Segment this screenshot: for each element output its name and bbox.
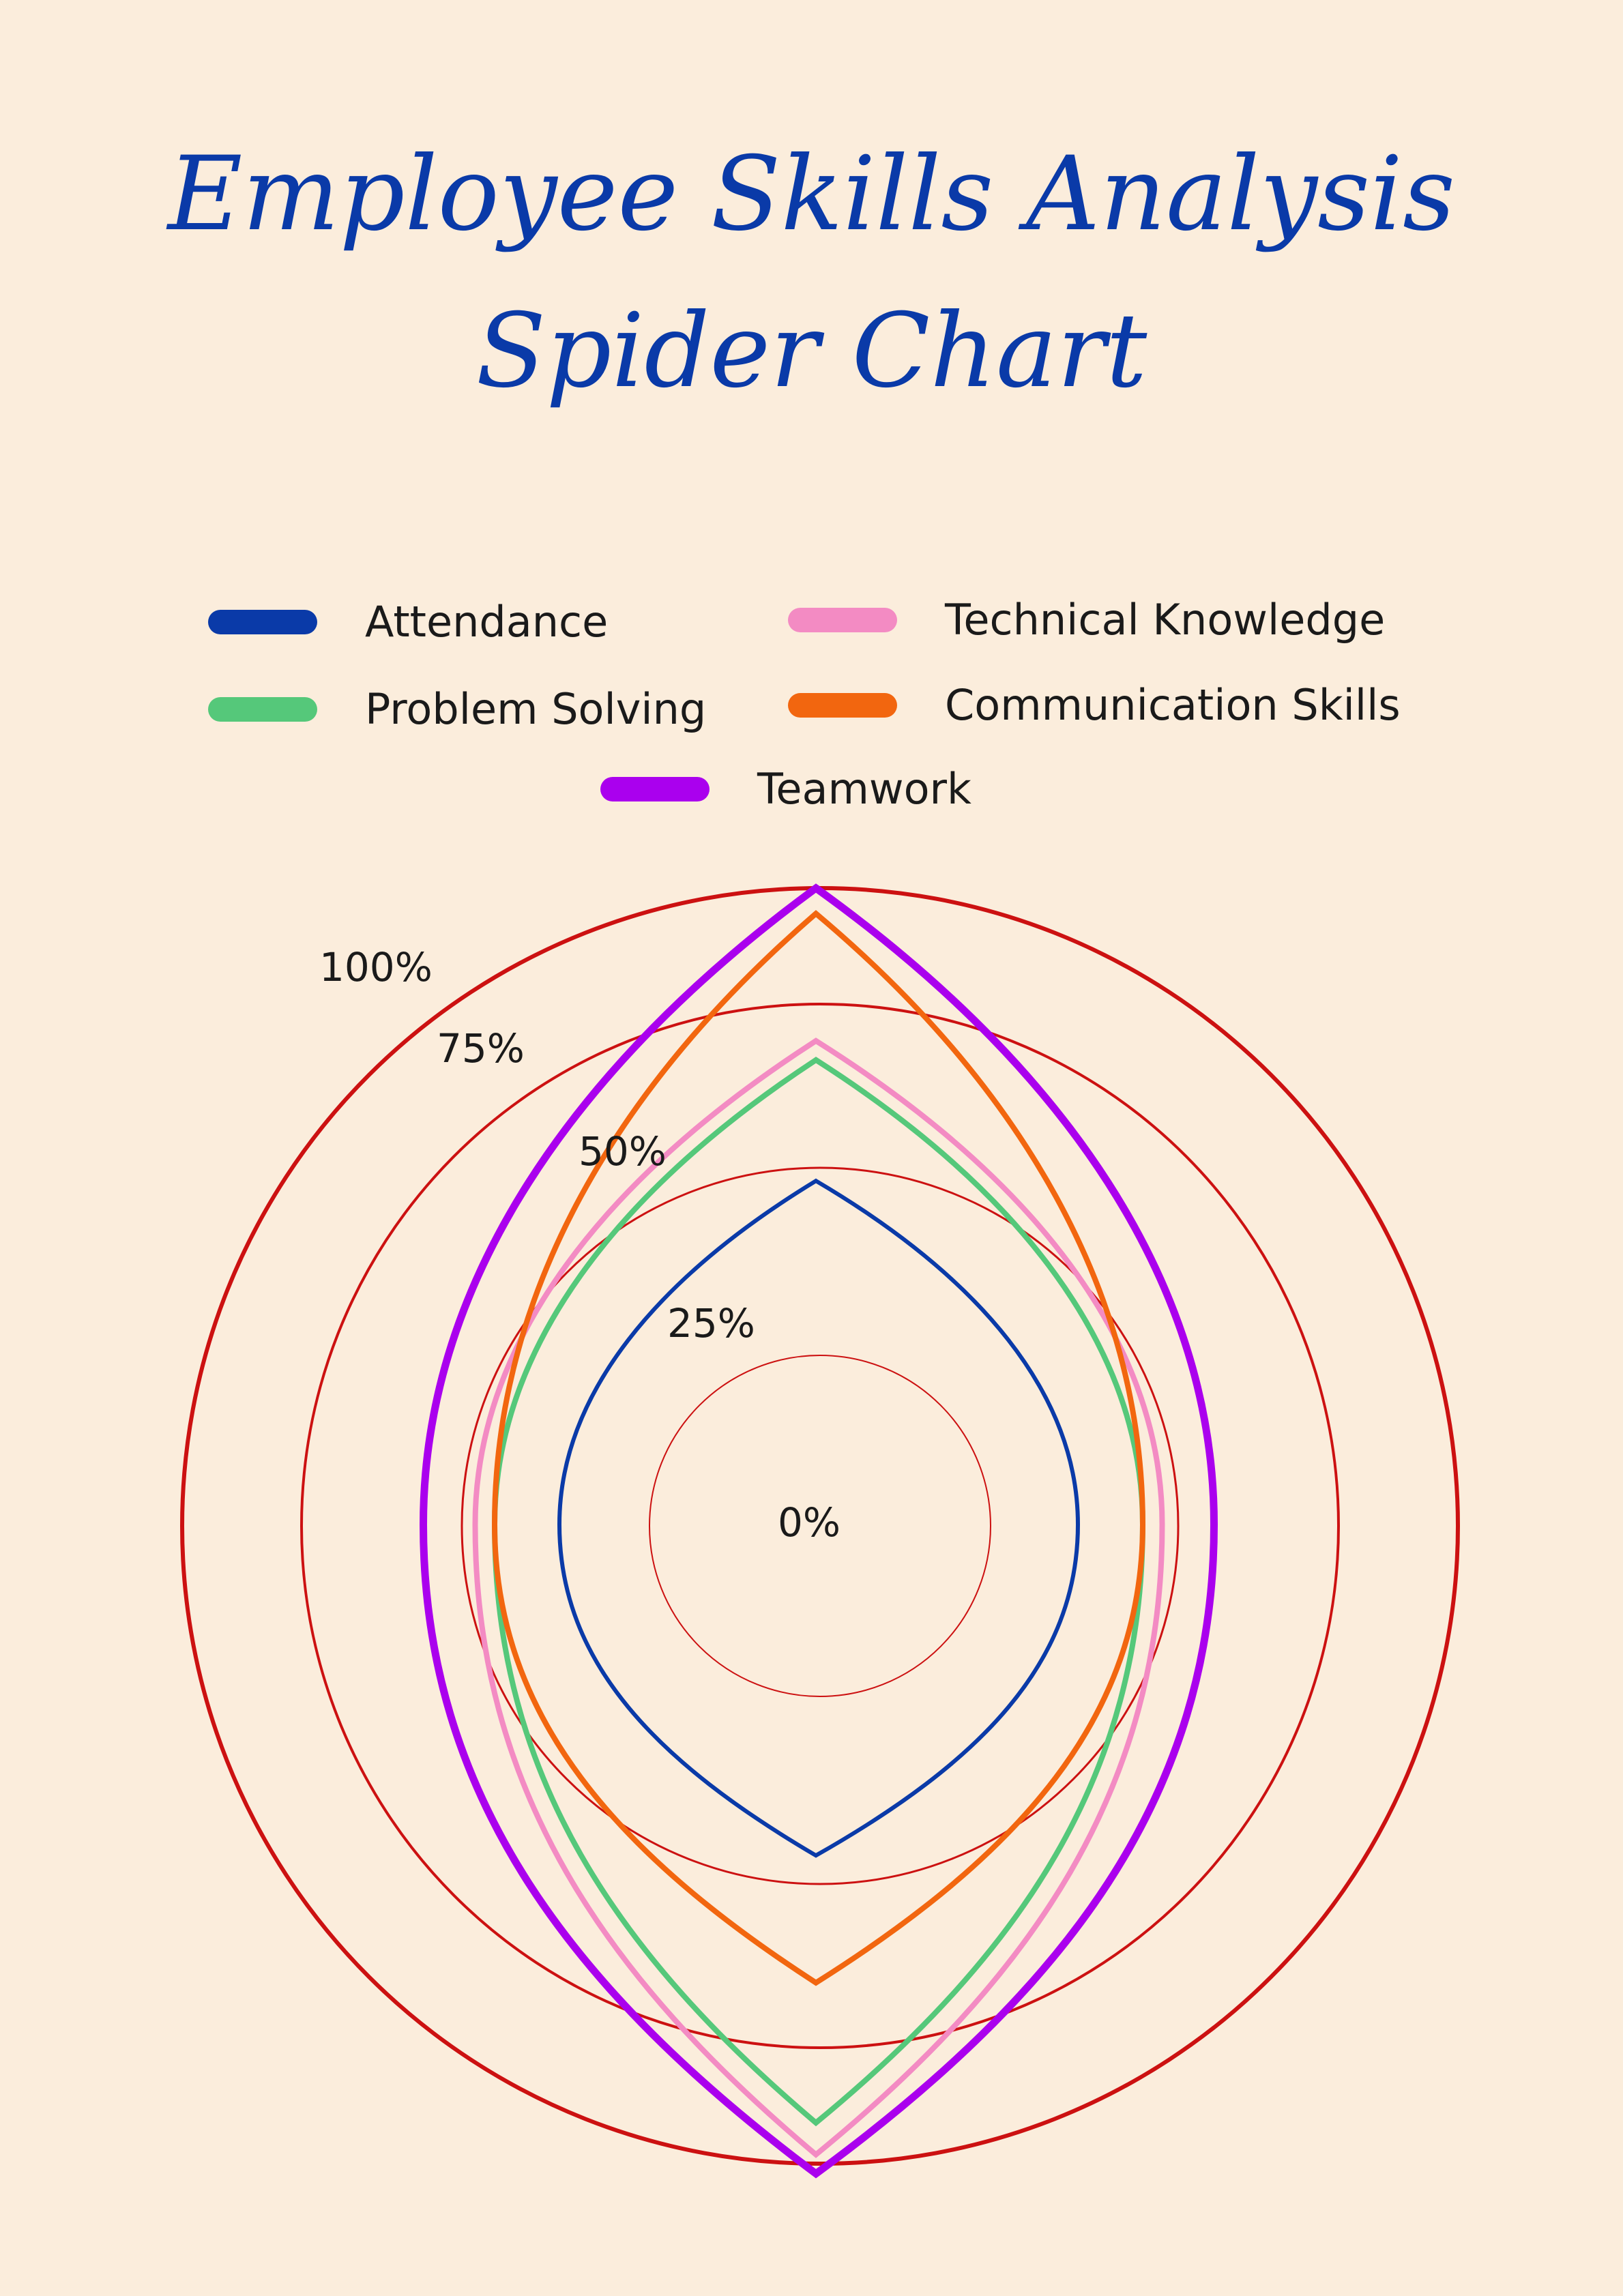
legend-item-attendance: Attendance [208,597,608,647]
legend-item-communication-skills: Communication Skills [788,680,1401,730]
grid-ring-3 [300,1003,1340,2049]
scale-label-4: 100% [319,944,433,990]
grid-ring-1 [649,1355,991,1697]
title-line-1: Employee Skills Analysis [167,135,1456,254]
legend-swatch-attendance [208,609,317,634]
scale-label-3: 75% [437,1025,525,1072]
scale-label-0: 0% [778,1499,840,1546]
legend-swatch-communication-skills [788,692,897,718]
series-communication-skills [491,910,1146,1986]
scale-label-2: 50% [579,1128,667,1175]
grid-ring-2 [460,1166,1180,1885]
legend-swatch-technical-knowledge [788,607,897,632]
series-problem-solving [491,1057,1146,2127]
scale-label-1: 25% [667,1300,755,1346]
legend-label-problem-solving: Problem Solving [365,684,707,734]
legend-label-communication-skills: Communication Skills [945,680,1401,730]
series-technical-knowledge [472,1037,1165,2158]
legend-label-attendance: Attendance [365,597,609,647]
legend-item-problem-solving: Problem Solving [208,684,706,734]
legend-swatch-teamwork [600,776,710,801]
legend-item-teamwork: Teamwork [600,764,971,814]
series-attendance [557,1178,1081,1858]
legend-swatch-problem-solving [208,696,317,722]
series-teamwork [419,883,1218,2179]
legend-item-technical-knowledge: Technical Knowledge [788,595,1385,645]
legend-label-teamwork: Teamwork [757,764,971,814]
legend-label-technical-knowledge: Technical Knowledge [945,595,1386,645]
chart-title: Employee Skills Analysis Spider Chart [0,116,1623,430]
title-line-2: Spider Chart [476,292,1147,411]
